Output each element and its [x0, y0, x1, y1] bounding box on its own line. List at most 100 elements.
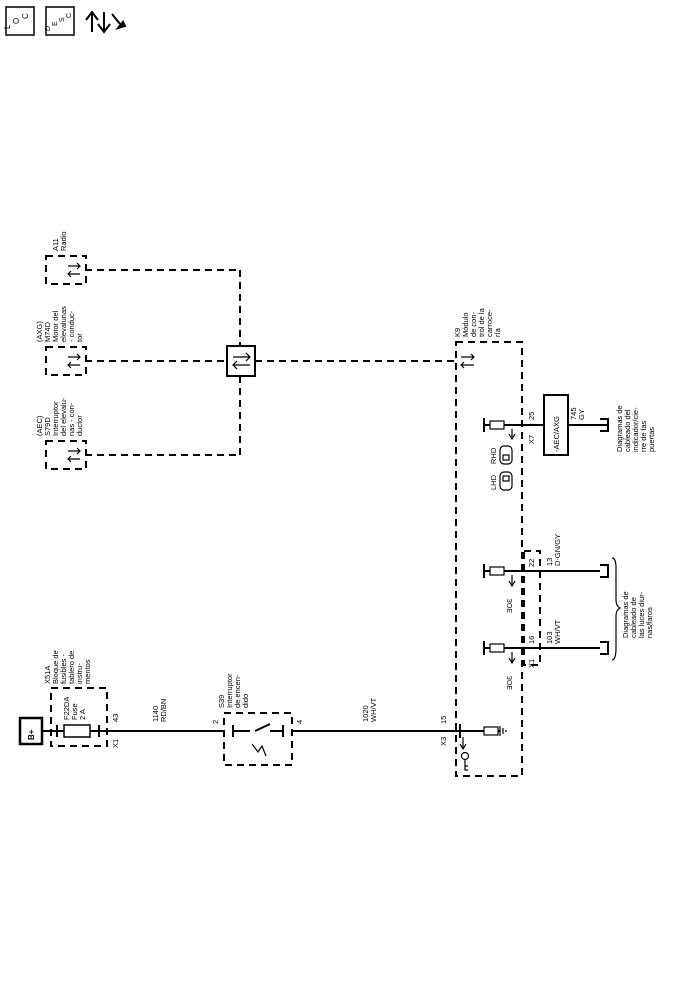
x3-connector: X3 — [439, 737, 448, 746]
x51a-id: X51A — [43, 666, 52, 684]
a11-name: Radio — [59, 231, 68, 251]
ref-drl-line-1: Diagramas de — [621, 591, 630, 638]
location-view-icon[interactable]: L O C — [3, 6, 35, 36]
x51a-line-2: fusibles - — [59, 653, 68, 684]
k9-line-1: Módulo — [461, 312, 470, 337]
x1-output-22-symbol: ƎOƐ — [507, 599, 514, 613]
s79d-line-2: del elevalu- — [59, 397, 68, 436]
x1-connector: X1 — [527, 659, 536, 668]
x7-connector: X7 — [527, 435, 536, 444]
loc-letter-l: L — [3, 24, 12, 29]
a11-id: A11 — [51, 238, 60, 251]
x1-output-16-symbol: ƎOƐ — [507, 676, 514, 690]
fuse-word: Fuse — [70, 703, 79, 720]
fuse-f22da — [63, 724, 91, 738]
page-reference-drl: Diagramas de cableado de las luces diur-… — [600, 557, 654, 661]
serial-data-bus — [85, 269, 456, 456]
k9-line-3: trol de la — [477, 307, 486, 337]
splice-pack-box — [226, 345, 256, 377]
ignition-key-icon — [460, 751, 470, 771]
ground-icon — [499, 726, 507, 736]
loc-letter-c: C — [21, 13, 30, 19]
header-toolbar: L O C D E S C — [3, 6, 127, 36]
x51a-connector: X1 — [111, 739, 120, 748]
x1-pin-16: 16 — [527, 636, 536, 644]
description-view-icon[interactable]: D E S C — [45, 6, 75, 36]
s79d-option: (AEC) — [35, 415, 44, 436]
ref-door-line-5: puertas — [647, 427, 656, 452]
desc-letter-e: E — [52, 21, 59, 26]
option-box-label: -AEC/AXG — [552, 416, 561, 452]
fuse-rating: 2 A — [78, 709, 87, 720]
battery-positive-terminal: B+ — [18, 716, 44, 746]
x51a-line-3: tablero de — [67, 651, 76, 684]
car-lhd-icon — [499, 471, 513, 491]
brace-bracket — [611, 557, 622, 661]
ref-drl-line-3: las luces diur- — [637, 591, 646, 638]
battery-label: B+ — [27, 729, 36, 740]
x51a-line-4: instru- — [75, 663, 84, 684]
m74d-line-1: Motor del — [51, 310, 60, 342]
s79d-id: S79D — [43, 417, 52, 436]
m74d-line-2: elevalunas — [59, 306, 68, 342]
module-s79d-window-switch: (AEC) S79D Interruptor del elevalu- nas … — [35, 397, 87, 470]
x51a-pin: 43 — [111, 714, 120, 722]
desc-letter-s: S — [59, 17, 66, 22]
x7-pin: 25 — [527, 412, 536, 420]
loc-letter-o: O — [12, 18, 21, 24]
module-a11-radio: A11 Radio — [45, 231, 87, 285]
s79d-line-3: nas - con- — [67, 402, 76, 436]
s79d-line-1: Interruptor — [51, 401, 60, 436]
wire-1140-circuit: 1140 — [151, 706, 160, 722]
page-reference-door: Diagramas de cableado del indicador/cie-… — [600, 405, 656, 452]
s39-line-3: dido — [241, 694, 250, 708]
wire-1020-color: WH/VT — [369, 697, 378, 722]
k9-line-4: carroce- — [485, 309, 494, 337]
k9-line-5: ría — [493, 327, 502, 337]
m74d-line-3: - conduc- — [67, 310, 76, 342]
desc-letter-d: D — [45, 26, 52, 31]
m74d-line-4: tor — [75, 333, 84, 342]
fuse-id: F22DA — [62, 697, 71, 720]
x1-pin-22: 22 — [527, 559, 536, 567]
wire-13-color: D-GN/GY — [553, 534, 562, 566]
ref-door-line-1: Diagramas de — [615, 405, 624, 452]
wire-1020-circuit: 1020 — [361, 705, 370, 722]
x3-pin: 15 — [439, 716, 448, 724]
wire-745-circuit: 745 — [569, 407, 578, 420]
wire-1140-color: RD/BN — [159, 699, 168, 722]
ignition-switch-s39: S39 Interruptor de encen- dido 2 4 — [211, 673, 304, 766]
m74d-option: (AXG) — [35, 321, 44, 342]
k9-id: K9 — [453, 328, 462, 337]
diagnostic-arrows-wrench-icon[interactable] — [85, 10, 127, 34]
s79d-line-4: ductor — [75, 415, 84, 436]
x51a-line-5: mentos — [83, 659, 92, 684]
wire-745-color: GY — [577, 409, 586, 420]
x51a-line-1: Bloque de — [51, 650, 60, 684]
desc-letter-c: C — [66, 13, 73, 18]
module-m74d-window-motor: (AXG) M74D Motor del elevalunas - conduc… — [35, 306, 87, 376]
s39-pin-out: 4 — [295, 720, 304, 724]
wire-13-circuit: 13 — [545, 558, 554, 566]
s39-pin-in: 2 — [211, 720, 220, 724]
s39-id: S39 — [217, 695, 226, 708]
ref-drl-line-2: cableado de — [629, 597, 638, 638]
ref-drl-line-4: nas/faros — [645, 607, 654, 638]
s39-line-1: Interruptor — [225, 673, 234, 708]
k9-line-2: de con- — [469, 311, 478, 337]
module-k9-body-control: K9 Módulo de con- trol de la carroce- rí… — [439, 307, 541, 777]
car-rhd-icon — [499, 445, 513, 465]
wire-103-circuit: 103 — [545, 631, 554, 644]
fuse-block-x51a: X51A Bloque de fusibles - tablero de ins… — [43, 650, 120, 748]
lhd-label: LHD — [489, 474, 498, 490]
rhd-label: RHD — [489, 447, 498, 464]
ref-door-line-4: rre de las — [639, 420, 648, 452]
option-box-aec-axg: -AEC/AXG — [543, 394, 569, 456]
wire-103-color: WH/VT — [553, 619, 562, 644]
s39-line-2: de encen- — [233, 674, 242, 708]
x1-connector-group — [523, 550, 541, 666]
ref-door-line-2: cableado del — [623, 409, 632, 452]
m74d-id: M74D — [43, 321, 52, 342]
ref-door-line-3: indicador/cie- — [631, 407, 640, 452]
